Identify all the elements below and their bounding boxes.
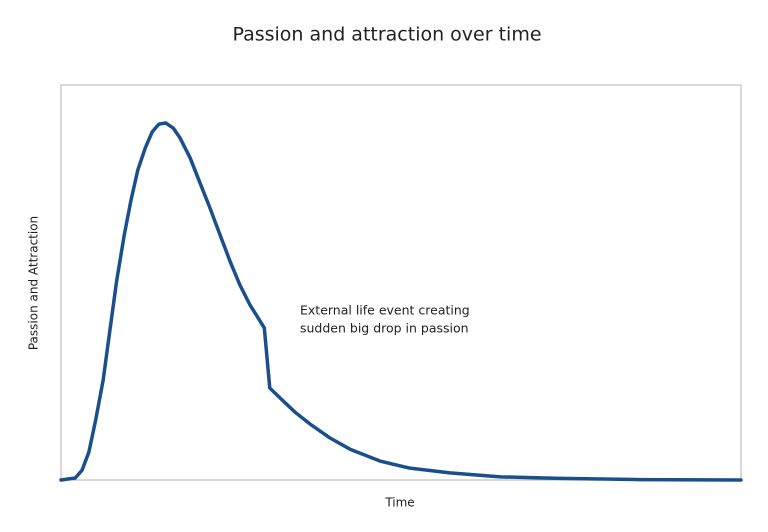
annotation: sudden big drop in passion — [300, 321, 469, 336]
line-series — [59, 121, 743, 482]
y-axis-label: Passion and Attraction — [27, 216, 41, 350]
annotation: External life event creating — [300, 303, 470, 318]
plot-area — [60, 84, 742, 481]
x-axis-label: Time — [384, 496, 414, 510]
chart-title: Passion and attraction over time — [232, 24, 541, 46]
